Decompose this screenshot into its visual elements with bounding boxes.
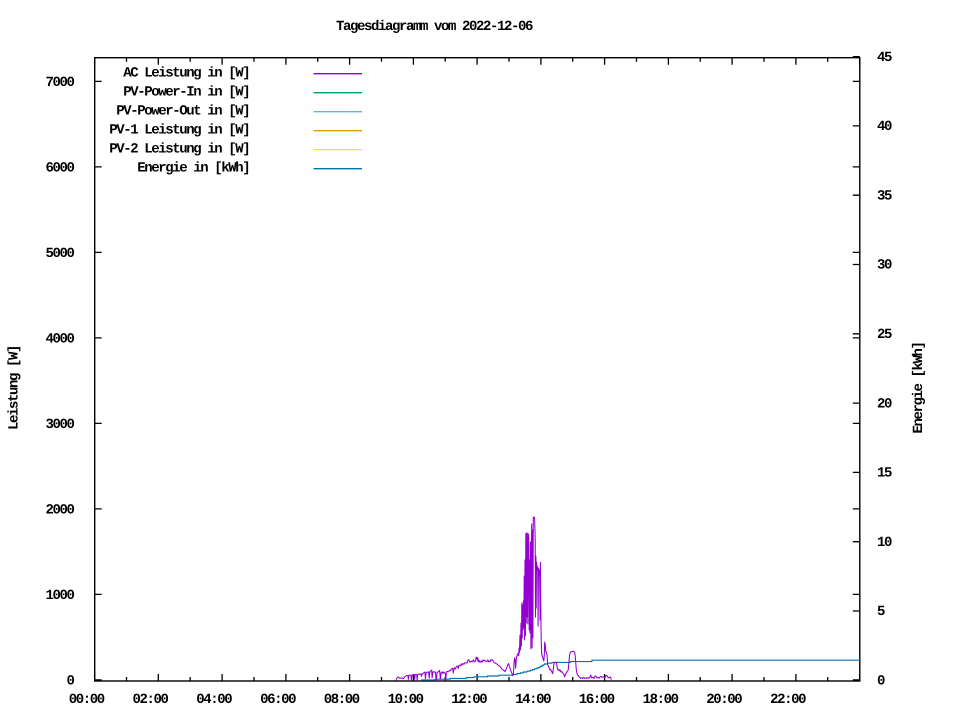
svg-text:Energie [kWh]: Energie [kWh] [911,342,927,433]
svg-text:35: 35 [877,188,892,204]
svg-text:12:00: 12:00 [451,692,487,708]
svg-text:5: 5 [877,604,885,620]
svg-text:6000: 6000 [45,160,74,176]
svg-text:14:00: 14:00 [515,692,551,708]
svg-text:08:00: 08:00 [324,692,360,708]
svg-text:PV-Power-Out in [W]: PV-Power-Out in [W] [116,104,249,120]
svg-text:PV-1 Leistung in [W]: PV-1 Leistung in [W] [109,123,249,139]
svg-text:15: 15 [877,466,892,482]
svg-text:04:00: 04:00 [196,692,232,708]
svg-text:3000: 3000 [45,417,74,433]
svg-text:30: 30 [877,258,892,274]
svg-text:PV-Power-In in [W]: PV-Power-In in [W] [123,85,249,101]
svg-text:22:00: 22:00 [770,692,806,708]
svg-text:0: 0 [66,673,74,689]
svg-text:Tagesdiagramm vom 2022-12-06: Tagesdiagramm vom 2022-12-06 [336,19,533,35]
svg-text:PV-2 Leistung in [W]: PV-2 Leistung in [W] [109,142,249,158]
svg-text:18:00: 18:00 [643,692,679,708]
svg-text:2000: 2000 [45,502,74,518]
svg-text:06:00: 06:00 [260,692,296,708]
svg-text:7000: 7000 [45,75,74,91]
svg-text:AC Leistung in [W]: AC Leistung in [W] [123,66,249,82]
svg-text:1000: 1000 [45,588,74,604]
svg-text:20: 20 [877,396,892,412]
svg-text:25: 25 [877,327,892,343]
svg-text:16:00: 16:00 [579,692,615,708]
svg-text:5000: 5000 [45,246,74,262]
svg-text:Energie in [kWh]: Energie in [kWh] [137,161,249,177]
svg-text:02:00: 02:00 [132,692,168,708]
svg-text:40: 40 [877,119,892,135]
svg-text:4000: 4000 [45,331,74,347]
svg-text:10: 10 [877,535,892,551]
svg-text:45: 45 [877,50,892,66]
svg-text:00:00: 00:00 [69,692,105,708]
svg-text:20:00: 20:00 [706,692,742,708]
svg-text:0: 0 [877,674,885,690]
svg-text:Leistung [W]: Leistung [W] [7,346,23,430]
svg-text:10:00: 10:00 [388,692,424,708]
